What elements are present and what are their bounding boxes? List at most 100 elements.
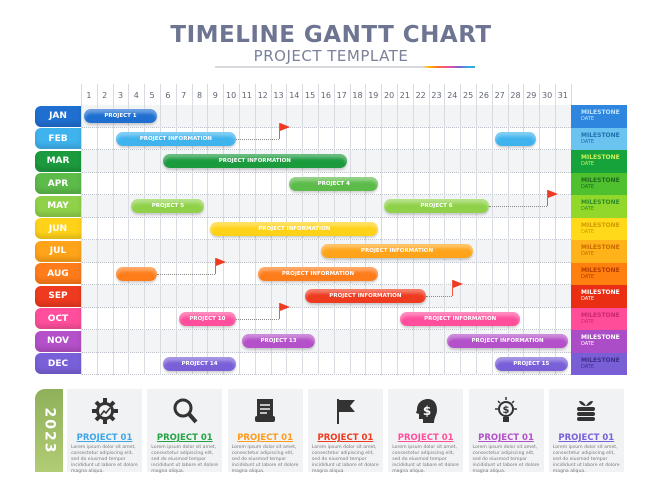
milestone-cell: MILESTONE DATE xyxy=(571,285,627,308)
task-bar[interactable]: PROJECT 13 xyxy=(242,334,315,348)
day-label: 29 xyxy=(526,91,537,100)
task-bar[interactable]: PROJECT INFORMATION xyxy=(321,244,473,258)
day-label: 25 xyxy=(462,91,474,100)
day-label: 9 xyxy=(212,91,218,100)
coins-plant-icon xyxy=(577,400,596,421)
year-label: 2023 xyxy=(35,389,63,472)
project-card-description: Lorem ipsum dolor sit amet, consectetur … xyxy=(472,445,540,474)
task-bar[interactable]: PROJECT INFORMATION xyxy=(400,311,521,326)
project-card-title[interactable]: PROJECT 01 xyxy=(478,433,534,443)
search-icon xyxy=(173,398,198,424)
milestone-label: MILESTONE xyxy=(581,356,620,364)
milestone-cell: MILESTONE DATE xyxy=(571,150,627,173)
lightbulb-dollar-icon: $ xyxy=(495,397,517,422)
head-dollar-icon: $ xyxy=(415,399,437,423)
day-label: 24 xyxy=(447,91,458,100)
month-label: MAY xyxy=(35,195,81,217)
milestone-date: DATE xyxy=(581,341,595,347)
grid-line xyxy=(397,84,398,375)
month-label: SEP xyxy=(35,285,81,307)
day-label: 5 xyxy=(149,91,155,100)
month-label: JUN xyxy=(35,218,81,240)
milestone-cell: MILESTONE DATE xyxy=(571,217,627,240)
project-card: PROJECT 01 Lorem ipsum dolor sit amet, co… xyxy=(227,389,303,474)
grid-row xyxy=(81,105,571,128)
task-bar[interactable]: PROJECT INFORMATION xyxy=(163,154,347,168)
grid-line xyxy=(81,84,82,375)
project-card-title[interactable]: PROJECT 01 xyxy=(397,433,454,443)
gear-chart-icon xyxy=(91,398,118,424)
grid-line xyxy=(160,84,161,375)
milestone-label: MILESTONE xyxy=(581,221,620,229)
grid-line xyxy=(175,84,177,375)
project-card-title[interactable]: PROJECT 01 xyxy=(156,433,213,443)
scroll-icon xyxy=(255,399,276,422)
project-card-title[interactable]: PROJECT 01 xyxy=(237,433,293,443)
grid-line xyxy=(207,84,209,375)
grid-line xyxy=(144,84,146,375)
project-card-title[interactable]: PROJECT 01 xyxy=(317,433,374,443)
day-label: 20 xyxy=(383,91,395,100)
task-bar[interactable]: PROJECT INFORMATION xyxy=(305,289,426,303)
month-label: NOV xyxy=(35,330,81,352)
month-label: JUL xyxy=(35,240,81,262)
day-label: 15 xyxy=(304,91,316,100)
grid-line xyxy=(491,84,493,375)
day-label: 21 xyxy=(399,91,410,100)
flag-pole xyxy=(215,257,217,274)
day-label: 17 xyxy=(336,91,347,100)
milestone-date: DATE xyxy=(581,138,595,145)
milestone-flag-icon xyxy=(453,280,464,288)
milestone-flag-icon xyxy=(216,257,227,266)
milestone-cell: MILESTONE DATE xyxy=(571,307,627,330)
project-card-title[interactable]: PROJECT 01 xyxy=(558,433,615,443)
task-bar[interactable]: PROJECT 4 xyxy=(289,176,379,191)
task-bar[interactable]: PROJECT 15 xyxy=(494,356,568,371)
grid-line xyxy=(112,84,114,375)
milestone-label: MILESTONE xyxy=(581,176,620,184)
flag-pole xyxy=(278,302,280,319)
project-card-description: Lorem ipsum dolor sit amet, consectetur … xyxy=(151,445,219,474)
task-bar[interactable]: PROJECT 6 xyxy=(384,199,489,213)
milestone-flag-icon xyxy=(279,302,290,311)
task-bar[interactable] xyxy=(494,131,537,146)
title-underline xyxy=(215,66,475,68)
day-label: 14 xyxy=(289,91,300,100)
task-bar[interactable]: PROJECT INFORMATION xyxy=(257,266,379,281)
milestone-label: MILESTONE xyxy=(581,266,620,274)
task-bar[interactable]: PROJECT INFORMATION xyxy=(115,131,236,146)
grid-line xyxy=(191,84,193,375)
task-bar[interactable] xyxy=(115,266,157,281)
task-bar[interactable]: PROJECT 10 xyxy=(178,311,236,326)
task-bar[interactable]: PROJECT 14 xyxy=(163,356,236,371)
task-bar[interactable]: PROJECT INFORMATION xyxy=(210,221,379,236)
project-card: $ PROJECT 01 Lorem ipsum dolor sit amet, c… xyxy=(468,389,544,474)
flag-pole xyxy=(452,280,454,296)
dotted-connector xyxy=(236,138,279,140)
task-bar[interactable]: PROJECT 5 xyxy=(131,199,205,213)
project-card-title[interactable]: PROJECT 01 xyxy=(76,433,133,443)
year-text: 2023 xyxy=(41,407,57,454)
milestone-label: MILESTONE xyxy=(581,154,620,161)
grid-line xyxy=(555,84,556,375)
project-card-description: Lorem ipsum dolor sit amet, consectetur … xyxy=(231,445,299,474)
project-card-description: Lorem ipsum dolor sit amet, consectetur … xyxy=(71,445,138,474)
day-label: 6 xyxy=(165,91,171,100)
flag-pole xyxy=(547,190,549,206)
milestone-label: MILESTONE xyxy=(581,131,620,139)
grid-line xyxy=(128,84,130,375)
task-bar[interactable]: PROJECT INFORMATION xyxy=(447,334,568,348)
milestone-cell: MILESTONE DATE xyxy=(571,172,627,195)
project-card: PROJECT 01 Lorem ipsum dolor sit amet, co… xyxy=(67,389,142,474)
milestone-cell: MILESTONE DATE xyxy=(571,262,627,285)
task-bar[interactable]: PROJECT 1 xyxy=(84,109,157,123)
day-label: 3 xyxy=(117,91,124,100)
day-label: 7 xyxy=(181,91,187,100)
milestone-date: DATE xyxy=(581,228,595,235)
project-card: PROJECT 01 Lorem ipsum dolor sit amet, co… xyxy=(548,389,624,474)
project-card-description: Lorem ipsum dolor sit amet, consectetur … xyxy=(311,445,379,474)
day-label: 31 xyxy=(557,91,568,100)
flag-icon xyxy=(337,399,356,424)
milestone-label: MILESTONE xyxy=(581,311,620,319)
day-label: 10 xyxy=(225,91,237,100)
